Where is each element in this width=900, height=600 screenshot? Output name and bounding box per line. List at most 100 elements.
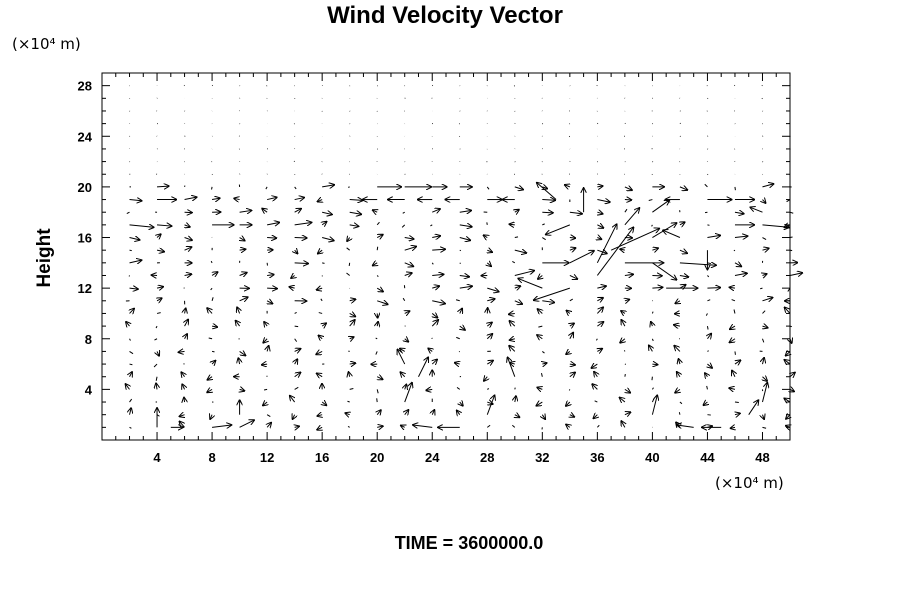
- wind-vector: [129, 238, 140, 240]
- wind-vector: [263, 388, 268, 391]
- wind-vector: [349, 200, 363, 201]
- wind-vector: [404, 247, 416, 251]
- wind-vector: [705, 373, 707, 376]
- wind-vector: [262, 209, 267, 213]
- wind-vector: [731, 299, 736, 302]
- wind-vector: [373, 263, 377, 266]
- wind-vector: [707, 235, 720, 237]
- wind-vector: [346, 247, 350, 251]
- wind-vector: [180, 415, 185, 417]
- wind-vector: [734, 236, 747, 237]
- wind-vector: [126, 322, 129, 326]
- wind-vector: [515, 286, 520, 288]
- wind-vector: [786, 415, 790, 419]
- wind-vector: [652, 364, 657, 365]
- wind-vector: [512, 261, 516, 264]
- wind-vector: [597, 286, 605, 288]
- wind-vector: [432, 410, 434, 415]
- wind-vector: [157, 186, 169, 187]
- wind-vector: [534, 287, 570, 300]
- wind-vector: [538, 325, 543, 328]
- wind-vector: [294, 349, 301, 352]
- x-tick-label: 12: [260, 450, 274, 465]
- wind-vector: [679, 359, 680, 364]
- wind-vector: [432, 313, 437, 317]
- wind-vector: [569, 298, 573, 302]
- wind-vector: [294, 263, 308, 264]
- wind-vector: [596, 307, 603, 314]
- wind-vector: [456, 387, 461, 390]
- wind-vector: [624, 208, 628, 213]
- wind-vector: [651, 395, 657, 415]
- wind-vector: [620, 339, 625, 343]
- wind-vector: [748, 400, 759, 415]
- wind-vector: [413, 425, 433, 427]
- wind-vector: [707, 364, 712, 368]
- wind-vector: [349, 363, 356, 364]
- wind-vector: [597, 238, 601, 240]
- wind-vector: [234, 198, 239, 199]
- wind-vector: [786, 199, 791, 203]
- wind-vector: [347, 400, 350, 403]
- wind-vector: [322, 323, 326, 326]
- wind-vector: [620, 398, 625, 402]
- wind-vector: [762, 377, 767, 381]
- wind-vector: [129, 260, 142, 263]
- wind-vector: [652, 200, 669, 213]
- wind-vector: [651, 322, 653, 326]
- wind-vector: [570, 373, 575, 377]
- wind-vector: [594, 372, 597, 377]
- wind-vector: [290, 287, 295, 288]
- wind-vector: [153, 363, 158, 368]
- wind-vector: [514, 187, 523, 190]
- wind-vector: [157, 234, 161, 237]
- wind-vector: [455, 363, 460, 364]
- wind-vector: [762, 248, 768, 250]
- wind-vector: [620, 249, 625, 250]
- wind-vector: [156, 384, 157, 390]
- wind-vector: [592, 364, 598, 368]
- wind-vector: [404, 383, 412, 403]
- wind-vector: [707, 334, 711, 339]
- wind-vector: [538, 275, 542, 278]
- wind-vector: [762, 200, 765, 203]
- wind-vector: [566, 402, 570, 406]
- wind-vector: [762, 298, 772, 301]
- wind-vector: [317, 427, 322, 429]
- wind-vector: [265, 186, 268, 190]
- y-tick-label: 20: [78, 180, 92, 195]
- wind-vector: [156, 250, 164, 251]
- wind-vector: [537, 335, 542, 339]
- wind-vector: [730, 287, 736, 288]
- wind-vector: [706, 385, 708, 390]
- wind-vector: [762, 225, 788, 227]
- wind-vector: [263, 339, 267, 343]
- wind-vector: [678, 412, 681, 415]
- x-tick-label: 48: [755, 450, 769, 465]
- wind-vector: [239, 420, 254, 428]
- wind-vector: [129, 200, 142, 201]
- wind-vector: [455, 299, 460, 302]
- wind-vector: [596, 224, 616, 264]
- wind-vector: [536, 402, 543, 406]
- wind-vector: [610, 229, 659, 251]
- wind-vector: [460, 402, 463, 406]
- wind-vector: [541, 372, 543, 377]
- wind-vector: [566, 351, 570, 354]
- wind-vector: [184, 398, 185, 402]
- wind-vector: [294, 198, 304, 200]
- wind-vector: [432, 249, 445, 250]
- wind-vector: [732, 371, 735, 377]
- wind-vector: [789, 211, 794, 214]
- wind-vector: [750, 207, 763, 213]
- wind-vector: [180, 422, 185, 428]
- wind-vector: [211, 297, 214, 301]
- wind-vector: [432, 286, 439, 288]
- wind-vector: [542, 187, 547, 189]
- x-tick-label: 16: [315, 450, 329, 465]
- wind-vector: [184, 247, 192, 250]
- wind-vector: [729, 388, 736, 389]
- wind-vector: [569, 212, 582, 214]
- wind-vector: [322, 402, 326, 405]
